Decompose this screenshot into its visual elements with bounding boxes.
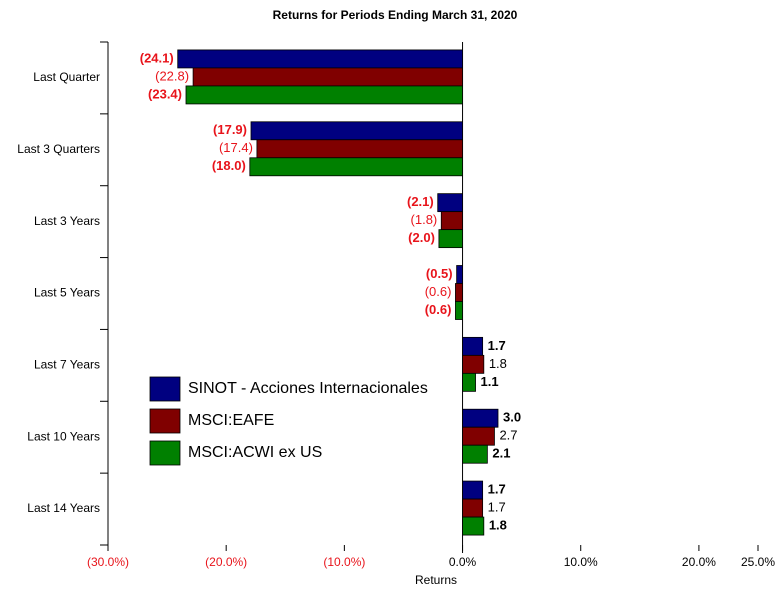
bar — [177, 49, 463, 69]
bar — [462, 336, 484, 356]
value-label: 3.0 — [503, 410, 521, 425]
y-tick-label: Last 14 Years — [27, 501, 100, 515]
y-tick-label: Last 5 Years — [34, 286, 100, 300]
value-label: 1.7 — [488, 482, 506, 497]
bar — [256, 139, 463, 159]
y-tick-label: Last 10 Years — [27, 429, 100, 443]
bar — [462, 354, 485, 374]
legend-swatch — [149, 376, 181, 402]
x-tick-label: (20.0%) — [205, 555, 247, 569]
x-tick-label: (30.0%) — [87, 555, 129, 569]
value-label: (18.0) — [212, 158, 246, 173]
bar — [462, 426, 495, 446]
bar — [462, 408, 499, 428]
value-label: 1.8 — [489, 518, 507, 533]
bar — [249, 157, 463, 177]
bar — [192, 67, 463, 87]
value-label: (0.6) — [425, 284, 452, 299]
bar — [456, 265, 463, 284]
legend-swatch — [149, 440, 181, 466]
y-tick-label: Last Quarter — [33, 70, 100, 84]
value-label: 1.1 — [481, 374, 499, 389]
value-label: 2.7 — [499, 428, 517, 443]
bar — [438, 229, 463, 249]
legend-label: SINOT - Acciones Internacionales — [188, 380, 428, 397]
value-label: (2.1) — [407, 194, 434, 209]
y-tick-label: Last 3 Years — [34, 214, 100, 228]
value-label: 2.1 — [492, 446, 510, 461]
x-tick-label: (10.0%) — [323, 555, 365, 569]
bar — [462, 516, 485, 536]
value-label: (23.4) — [148, 86, 182, 101]
value-label: (17.4) — [219, 140, 253, 155]
x-tick-label: 20.0% — [682, 555, 716, 569]
value-label: (1.8) — [411, 212, 438, 227]
bar — [455, 301, 463, 320]
x-axis-label: Returns — [415, 573, 457, 587]
legend-swatch — [149, 408, 181, 434]
x-tick-label: 0.0% — [449, 555, 477, 569]
bar — [440, 211, 463, 231]
value-label: 1.7 — [488, 338, 506, 353]
bar — [185, 85, 463, 105]
value-label: (17.9) — [213, 122, 247, 137]
bar — [462, 480, 484, 500]
legend — [144, 370, 148, 374]
bar — [462, 372, 476, 392]
value-label: 1.7 — [488, 500, 506, 515]
legend-label: MSCI:ACWI ex US — [188, 444, 322, 461]
chart-title: Returns for Periods Ending March 31, 202… — [273, 8, 518, 22]
value-label: (2.0) — [408, 230, 435, 245]
bar — [462, 444, 488, 464]
value-label: (24.1) — [140, 50, 174, 65]
value-label: (0.6) — [425, 302, 452, 317]
x-tick-label: 25.0% — [741, 555, 775, 569]
value-label: 1.8 — [489, 356, 507, 371]
value-label: (22.8) — [155, 68, 189, 83]
bar — [250, 121, 463, 141]
bar — [455, 283, 463, 302]
bar — [462, 498, 484, 518]
value-label: (0.5) — [426, 266, 453, 281]
legend-label: MSCI:EAFE — [188, 412, 274, 429]
x-tick-label: 10.0% — [564, 555, 598, 569]
y-tick-label: Last 7 Years — [34, 358, 100, 372]
y-tick-label: Last 3 Quarters — [17, 142, 100, 156]
bar — [437, 193, 463, 213]
